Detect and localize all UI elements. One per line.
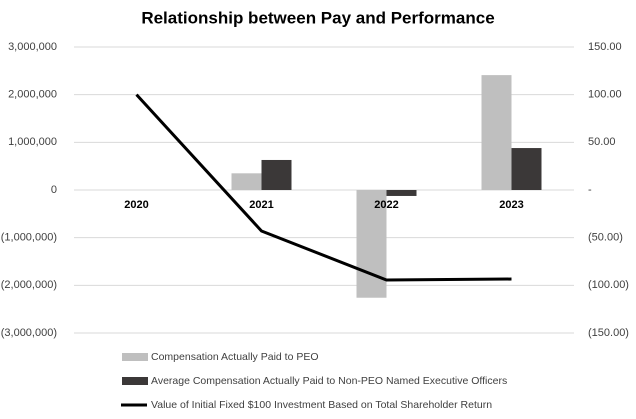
chart-title: Relationship between Pay and Performance bbox=[141, 8, 494, 27]
y2-tick-label: - bbox=[588, 184, 592, 196]
y-tick-label: (2,000,000) bbox=[1, 279, 57, 291]
legend-label: Compensation Actually Paid to PEO bbox=[151, 351, 319, 363]
legend-swatch bbox=[122, 377, 148, 385]
legend-label: Average Compensation Actually Paid to No… bbox=[151, 375, 507, 387]
y2-tick-label: (150.00) bbox=[588, 327, 629, 339]
bar bbox=[386, 190, 417, 196]
bar bbox=[481, 75, 512, 190]
y2-tick-label: 50.00 bbox=[588, 136, 616, 148]
bar bbox=[511, 148, 542, 190]
bar bbox=[261, 159, 292, 190]
y-tick-label: 0 bbox=[51, 184, 57, 196]
y-tick-label: (1,000,000) bbox=[1, 232, 57, 244]
bar bbox=[231, 173, 262, 190]
x-tick-label: 2023 bbox=[499, 199, 523, 211]
y-tick-label: (3,000,000) bbox=[1, 327, 57, 339]
y-tick-label: 1,000,000 bbox=[8, 136, 57, 148]
y2-tick-label: 100.00 bbox=[588, 89, 622, 101]
y2-tick-label: (100.00) bbox=[588, 279, 629, 291]
line bbox=[135, 93, 512, 282]
x-tick-label: 2022 bbox=[374, 199, 398, 211]
legend-label: Value of Initial Fixed $100 Investment B… bbox=[151, 399, 492, 411]
bar bbox=[356, 190, 387, 298]
y-tick-label: 3,000,000 bbox=[8, 41, 57, 53]
x-tick-label: 2020 bbox=[124, 199, 148, 211]
legend-swatch bbox=[122, 353, 148, 361]
x-tick-label: 2021 bbox=[249, 199, 273, 211]
y-tick-label: 2,000,000 bbox=[8, 89, 57, 101]
y2-tick-label: 150.00 bbox=[588, 41, 622, 53]
y2-tick-label: (50.00) bbox=[588, 232, 623, 244]
